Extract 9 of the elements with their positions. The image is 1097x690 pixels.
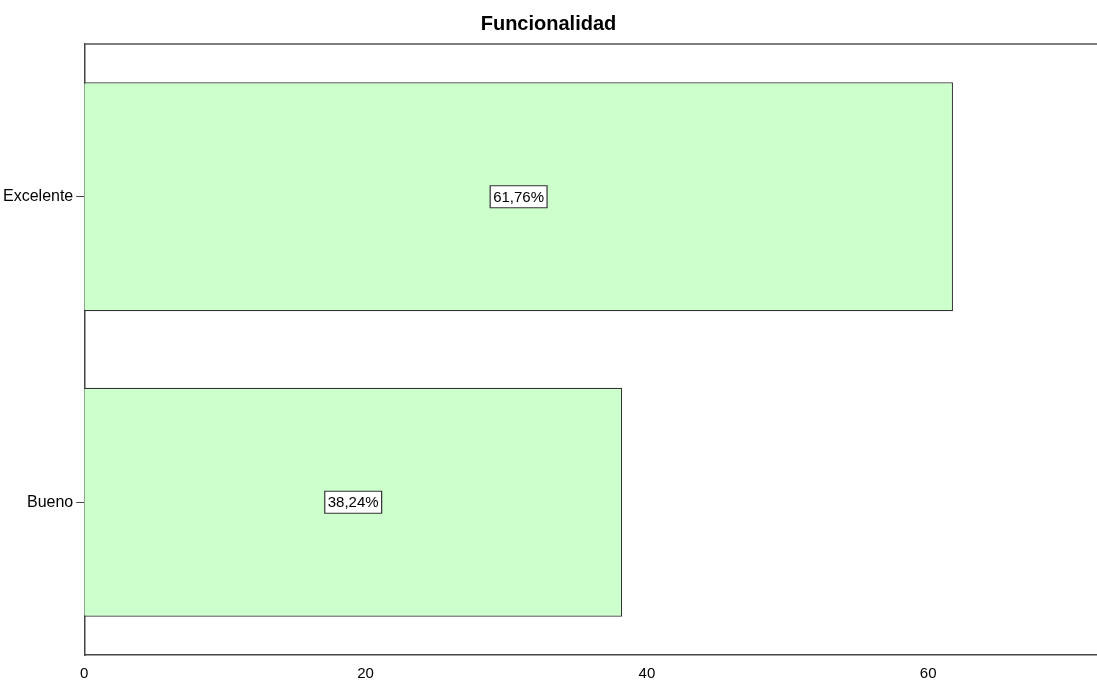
x-tick-label: 40 <box>638 664 656 682</box>
y-tick-label: Bueno <box>27 492 74 510</box>
y-tick-label: Excelente <box>3 187 74 205</box>
data-label: 38,24% <box>327 493 379 511</box>
x-tick-label: 0 <box>80 664 89 682</box>
x-tick-label: 60 <box>919 664 937 682</box>
chart-title: Funcionalidad <box>480 11 617 34</box>
data-label: 61,76% <box>493 187 545 205</box>
x-tick-label: 20 <box>357 664 374 682</box>
